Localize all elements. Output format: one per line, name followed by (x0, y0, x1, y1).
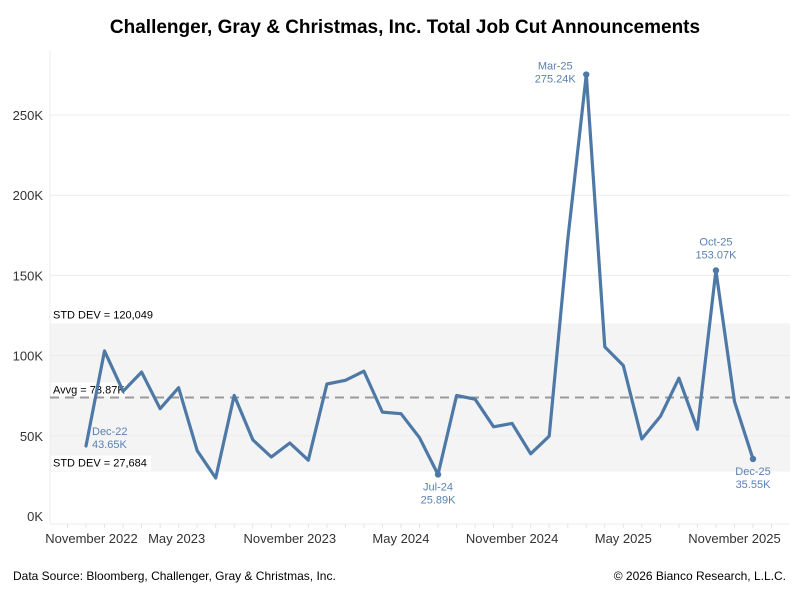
data-point (233, 394, 236, 397)
annotation-date: Oct-25 (699, 236, 732, 248)
average-reference-layer: STD DEV = 120,049 Avvg = 73.87K STD DEV = … (50, 309, 790, 471)
annotation-marker (749, 455, 757, 463)
data-point (325, 382, 328, 385)
data-point (418, 436, 421, 439)
data-point (362, 370, 365, 373)
data-point (140, 371, 143, 374)
data-point (196, 449, 199, 452)
data-point (640, 438, 643, 441)
annotation-date: Dec-25 (735, 466, 770, 478)
annotation-value: 275.24K (535, 74, 577, 86)
annotation-date: Dec-22 (92, 426, 127, 438)
data-point (492, 425, 495, 428)
annotation-value: 43.65K (92, 439, 128, 451)
data-point (288, 442, 291, 445)
data-point (85, 444, 88, 447)
data-point (474, 398, 477, 401)
annotation-marker (434, 471, 442, 478)
data-point (270, 455, 273, 458)
data-point (103, 349, 106, 352)
x-tick-label: November 2023 (244, 531, 337, 546)
data-point (214, 476, 217, 479)
y-tick-label: 150K (13, 268, 44, 283)
annotation-value: 35.55K (736, 479, 772, 491)
x-tick-label: November 2025 (688, 531, 781, 546)
axes: 0K 50K 100K 150K 200K 250K November 2022 May 20… (13, 50, 790, 546)
data-point (177, 386, 180, 389)
annotation-value: 25.89K (421, 494, 457, 506)
series-line (84, 72, 755, 480)
data-point (603, 345, 606, 348)
series-layer (84, 72, 755, 480)
average-label-bg (51, 382, 127, 397)
data-point (399, 412, 402, 415)
x-tick-label: November 2024 (466, 531, 559, 546)
data-point (344, 379, 347, 382)
x-tick-label: May 2024 (372, 531, 429, 546)
x-tick-label: May 2025 (595, 531, 652, 546)
annotation-marker (583, 71, 590, 78)
data-point (381, 411, 384, 414)
data-point (733, 400, 736, 403)
data-point (529, 452, 532, 455)
data-point (566, 239, 569, 242)
y-tick-label: 100K (13, 349, 44, 364)
y-tick-label: 0K (27, 509, 43, 524)
data-point (511, 422, 514, 425)
annotation-date: Mar-25 (538, 61, 573, 73)
data-point (696, 428, 699, 431)
y-tick-label: 200K (13, 188, 44, 203)
data-point (251, 438, 254, 441)
data-source-note: Data Source: Bloomberg, Challenger, Gray… (13, 569, 336, 583)
data-point (455, 394, 458, 397)
std-dev-lower-label: STD DEV = 27,684 (53, 458, 147, 470)
annotation-date: Jul-24 (423, 481, 453, 493)
data-point (307, 459, 310, 462)
std-dev-lower-label-bg (51, 455, 151, 471)
y-tick-label: 50K (20, 429, 43, 444)
data-point (622, 364, 625, 367)
copyright-note: © 2026 Bianco Research, L.L.C. (613, 569, 786, 583)
y-tick-label: 250K (13, 108, 44, 123)
x-tick-label: November 2022 (45, 531, 138, 546)
chart-title: Challenger, Gray & Christmas, Inc. Total… (109, 17, 701, 38)
average-label: Avvg = 73.87K (53, 385, 125, 397)
data-point (659, 415, 662, 418)
annotation-marker (712, 267, 720, 274)
annotation-value: 153.07K (695, 249, 737, 261)
std-dev-upper-label: STD DEV = 120,049 (53, 309, 153, 321)
x-tick-label: May 2023 (148, 531, 205, 546)
data-point (548, 435, 551, 438)
data-point (159, 407, 162, 410)
data-point (122, 390, 125, 393)
data-point (677, 377, 680, 380)
